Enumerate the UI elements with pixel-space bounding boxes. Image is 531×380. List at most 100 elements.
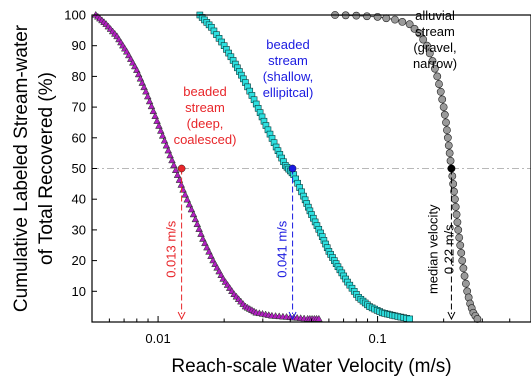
- data-point: [450, 195, 459, 204]
- median-layer: 0.013 m/s 0.041 m/s median velocity 0.22 m/…: [164, 164, 456, 321]
- data-point: [450, 187, 458, 196]
- series-label: (shallow,: [263, 69, 314, 84]
- data-point: [415, 29, 424, 38]
- data-point: [436, 87, 445, 96]
- median-point: [177, 164, 186, 173]
- y-axis-title-line: Cumulative Labeled Stream-water: [11, 24, 32, 312]
- data-point: [439, 103, 448, 111]
- x-axis-title: Reach-scale Water Velocity (m/s): [171, 356, 451, 377]
- series-label: stream: [415, 24, 455, 39]
- y-tick-label: 100: [64, 8, 86, 23]
- data-point: [171, 166, 180, 173]
- data-point: [170, 161, 178, 169]
- data-point: [425, 49, 434, 58]
- series-label: stream: [268, 53, 308, 68]
- data-point: [459, 264, 468, 273]
- series-label: narrow): [413, 56, 457, 71]
- data-point: [149, 107, 158, 115]
- data-point: [147, 102, 156, 110]
- data-point: [455, 233, 464, 242]
- y-tick-label: 80: [72, 69, 86, 84]
- data-point: [452, 210, 461, 219]
- y-tick-label: 70: [72, 100, 86, 115]
- data-point: [458, 256, 467, 265]
- data-point: [193, 220, 202, 228]
- series-0: [91, 10, 323, 322]
- series-layer: [91, 10, 482, 323]
- data-point: [460, 272, 469, 280]
- data-point: [382, 14, 391, 23]
- data-point: [187, 205, 196, 213]
- data-point: [410, 24, 419, 33]
- median-arrow: [447, 311, 456, 321]
- data-point: [143, 92, 152, 100]
- data-point: [175, 176, 184, 183]
- y-axis-title: Cumulative Labeled Stream-water of Total …: [11, 24, 57, 312]
- axis-layer: 10 20 30 40 50 60 70 80 90 100 0.01 0.1: [64, 8, 531, 346]
- data-point: [145, 97, 154, 105]
- data-point: [191, 215, 200, 223]
- data-point: [423, 41, 431, 50]
- series-label: beaded: [183, 84, 226, 99]
- y-tick-label: 40: [72, 192, 86, 207]
- series-label: ellipitcal): [263, 85, 314, 100]
- data-point: [142, 87, 150, 95]
- series-label: coalesced): [174, 132, 237, 147]
- data-point: [443, 133, 452, 142]
- data-point: [398, 18, 407, 26]
- data-point: [363, 12, 371, 21]
- data-point: [445, 149, 454, 158]
- y-tick-label: 90: [72, 38, 86, 53]
- median-point: [288, 164, 297, 173]
- series-2: [331, 11, 482, 323]
- data-point: [443, 126, 451, 135]
- x-tick-label: 0.1: [369, 331, 387, 346]
- series-label-layer: beadedstream(deep,coalesced)beadedstream…: [174, 8, 457, 147]
- median-value-label: 0.041 m/s: [275, 220, 290, 278]
- data-point: [451, 202, 460, 211]
- data-point: [430, 64, 439, 73]
- y-tick-label: 10: [72, 284, 86, 299]
- y-tick-label: 20: [72, 253, 86, 268]
- data-point: [391, 15, 399, 24]
- series-label: (gravel,: [413, 40, 456, 55]
- data-point: [160, 136, 169, 144]
- data-point: [449, 179, 458, 188]
- data-point: [151, 112, 160, 119]
- data-point: [448, 172, 457, 181]
- series-label: (deep,: [187, 116, 224, 131]
- data-point: [156, 126, 165, 134]
- data-point: [440, 110, 449, 119]
- y-axis-title-line: of Total Recovered (%): [36, 72, 57, 265]
- data-point: [315, 314, 323, 322]
- data-point: [164, 146, 173, 154]
- y-tick-label: 30: [72, 222, 86, 237]
- series-1: [196, 11, 413, 323]
- data-point: [153, 117, 161, 124]
- data-point: [166, 151, 174, 159]
- y-tick-label: 60: [72, 130, 86, 145]
- series-label: stream: [185, 100, 225, 115]
- data-point: [457, 249, 466, 257]
- data-point: [162, 141, 171, 149]
- median-arrow: [288, 311, 297, 321]
- data-point: [173, 171, 182, 178]
- data-point: [181, 190, 189, 198]
- median-value-label: median velocity: [425, 204, 440, 294]
- data-point: [405, 20, 414, 29]
- y-tick-label: 50: [72, 161, 86, 176]
- data-point: [185, 200, 194, 208]
- data-point: [183, 195, 192, 203]
- data-point: [454, 225, 463, 234]
- data-point: [406, 315, 413, 323]
- x-tick-label: 0.01: [145, 331, 170, 346]
- data-point: [435, 80, 443, 88]
- data-point: [158, 131, 167, 139]
- median-value-label: 0.013 m/s: [164, 220, 179, 278]
- data-point: [453, 218, 462, 227]
- data-point: [195, 225, 203, 232]
- data-point: [373, 12, 382, 21]
- data-point: [155, 122, 163, 129]
- data-point: [197, 230, 205, 237]
